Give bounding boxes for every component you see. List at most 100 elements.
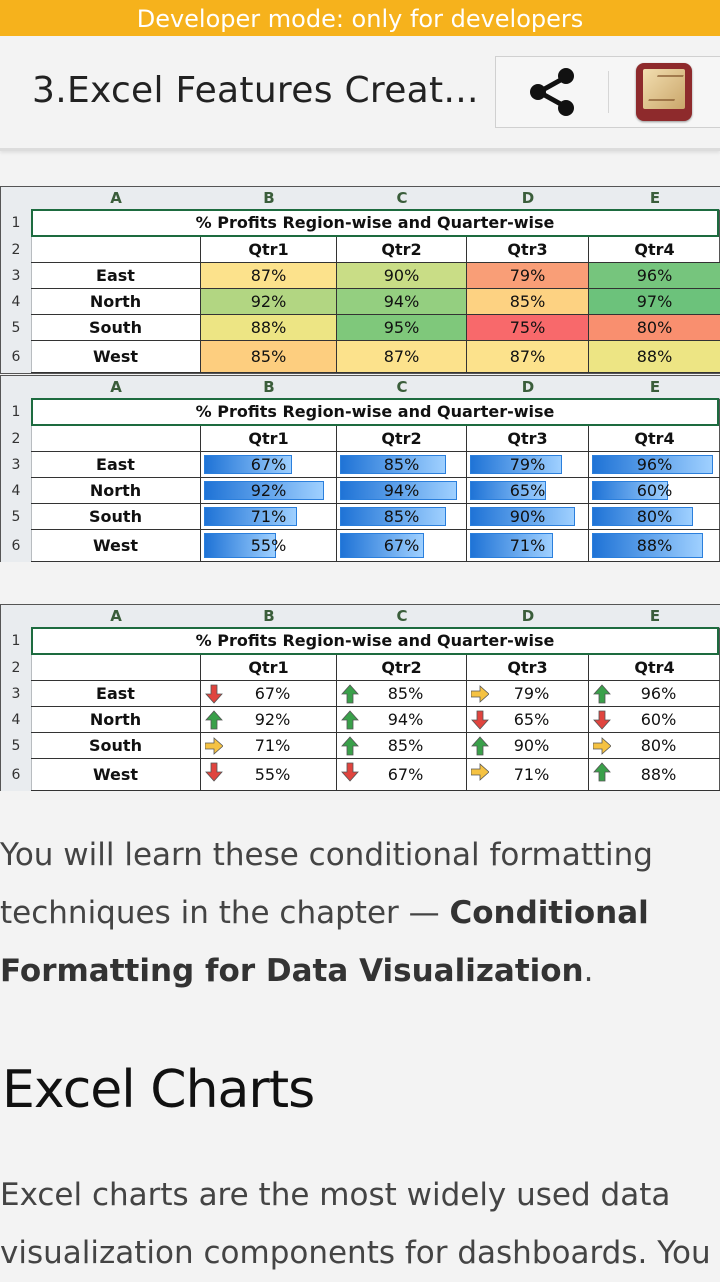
value-label: 55% [254, 765, 291, 784]
header-qtr1: Qtr1 [201, 237, 337, 263]
data-bar [340, 481, 457, 500]
developer-mode-banner: Developer mode: only for developers [0, 0, 720, 36]
data-bar [470, 455, 562, 474]
row-number-1: 1 [1, 398, 32, 426]
value-cell: 67% [201, 452, 337, 478]
header-blank [31, 426, 201, 452]
value-cell: 80% [589, 315, 720, 341]
data-bar [592, 507, 693, 526]
header-qtr3: Qtr3 [467, 426, 589, 452]
value-cell: 80% [589, 733, 720, 759]
value-cell: 71% [467, 759, 589, 791]
value-cell: 75% [467, 315, 589, 341]
value-label: 71% [254, 736, 291, 755]
header-qtr2: Qtr2 [337, 237, 467, 263]
header-qtr1: Qtr1 [201, 426, 337, 452]
column-header-e: E [649, 607, 661, 625]
value-cell: 55% [201, 530, 337, 562]
row-number-1: 1 [1, 209, 32, 237]
row-number-2: 2 [1, 237, 32, 263]
value-cell: 79% [467, 681, 589, 707]
column-header-c: C [396, 607, 408, 625]
book-icon[interactable] [636, 63, 692, 121]
value-cell: 65% [467, 478, 589, 504]
column-header-a: A [110, 378, 122, 396]
column-header-a: A [110, 607, 122, 625]
data-bar [204, 455, 292, 474]
sheet-title: % Profits Region-wise and Quarter-wise [31, 627, 719, 655]
value-label: 67% [387, 765, 424, 784]
paragraph-conditional-formatting: You will learn these conditional formatt… [0, 826, 720, 1000]
value-cell: 94% [337, 478, 467, 504]
column-header-b: B [263, 607, 275, 625]
region-south: South [31, 315, 201, 341]
header-qtr3: Qtr3 [467, 655, 589, 681]
value-cell: 85% [337, 452, 467, 478]
value-cell: 85% [467, 289, 589, 315]
value-label: 67% [254, 684, 291, 703]
row-number-4: 4 [1, 478, 32, 504]
paragraph-end: . [583, 953, 594, 989]
paragraph-text: You will learn these conditional formatt… [0, 837, 653, 931]
data-bar [340, 533, 424, 558]
data-bar [340, 507, 446, 526]
spreadsheet-color-scale: A B C D E 1 2 3 4 5 6 % Profits Region-wise and Qua… [0, 186, 720, 374]
row-number-4: 4 [1, 289, 32, 315]
region-east: East [31, 263, 201, 289]
column-header-b: B [263, 378, 275, 396]
value-label: 88% [636, 536, 673, 555]
value-cell: 94% [337, 707, 467, 733]
column-headers: A B C D E [1, 605, 720, 628]
value-label: 85% [383, 455, 420, 474]
row-number-2: 2 [1, 655, 32, 681]
data-bar [340, 455, 446, 474]
region-north: North [31, 707, 201, 733]
value-label: 85% [383, 507, 420, 526]
row-number-3: 3 [1, 263, 32, 289]
region-west: West [31, 530, 201, 562]
value-cell: 90% [337, 263, 467, 289]
row-number-4: 4 [1, 707, 32, 733]
column-header-e: E [649, 378, 661, 396]
section-heading: Excel Charts [2, 1060, 315, 1120]
value-cell: 79% [467, 452, 589, 478]
value-cell: 71% [201, 733, 337, 759]
value-cell: 90% [467, 504, 589, 530]
paragraph-excel-charts: Excel charts are the most widely used da… [0, 1177, 711, 1271]
value-cell: 67% [337, 530, 467, 562]
value-cell: 71% [467, 530, 589, 562]
header-qtr4: Qtr4 [589, 237, 720, 263]
region-south: South [31, 504, 201, 530]
value-cell: 96% [589, 452, 720, 478]
app-bar: 3.Excel Features Creat... [0, 36, 720, 151]
spreadsheet-icon-sets: A B C D E 1 2 3 4 5 6 % Profits Region-wise and Qua… [0, 604, 720, 791]
value-label: 92% [250, 481, 287, 500]
value-cell: 94% [337, 289, 467, 315]
header-qtr3: Qtr3 [467, 237, 589, 263]
column-headers: A B C D E [1, 376, 720, 399]
region-west: West [31, 759, 201, 791]
value-cell: 67% [201, 681, 337, 707]
value-label: 67% [383, 536, 420, 555]
value-label: 94% [387, 710, 424, 729]
row-number-2: 2 [1, 426, 32, 452]
sheet-title: % Profits Region-wise and Quarter-wise [31, 398, 719, 426]
region-west: West [31, 341, 201, 373]
data-bar [204, 507, 297, 526]
header-qtr1: Qtr1 [201, 655, 337, 681]
row-number-5: 5 [1, 315, 32, 341]
value-label: 85% [387, 736, 424, 755]
value-label: 80% [636, 507, 673, 526]
value-cell: 92% [201, 707, 337, 733]
value-label: 65% [509, 481, 546, 500]
value-label: 96% [640, 684, 677, 703]
column-header-a: A [110, 189, 122, 207]
value-cell: 88% [589, 759, 720, 791]
value-cell: 92% [201, 289, 337, 315]
value-label: 71% [250, 507, 287, 526]
data-bar [592, 455, 713, 474]
share-icon[interactable] [526, 65, 580, 119]
value-cell: 88% [589, 341, 720, 373]
value-cell: 71% [201, 504, 337, 530]
value-label: 92% [254, 710, 291, 729]
